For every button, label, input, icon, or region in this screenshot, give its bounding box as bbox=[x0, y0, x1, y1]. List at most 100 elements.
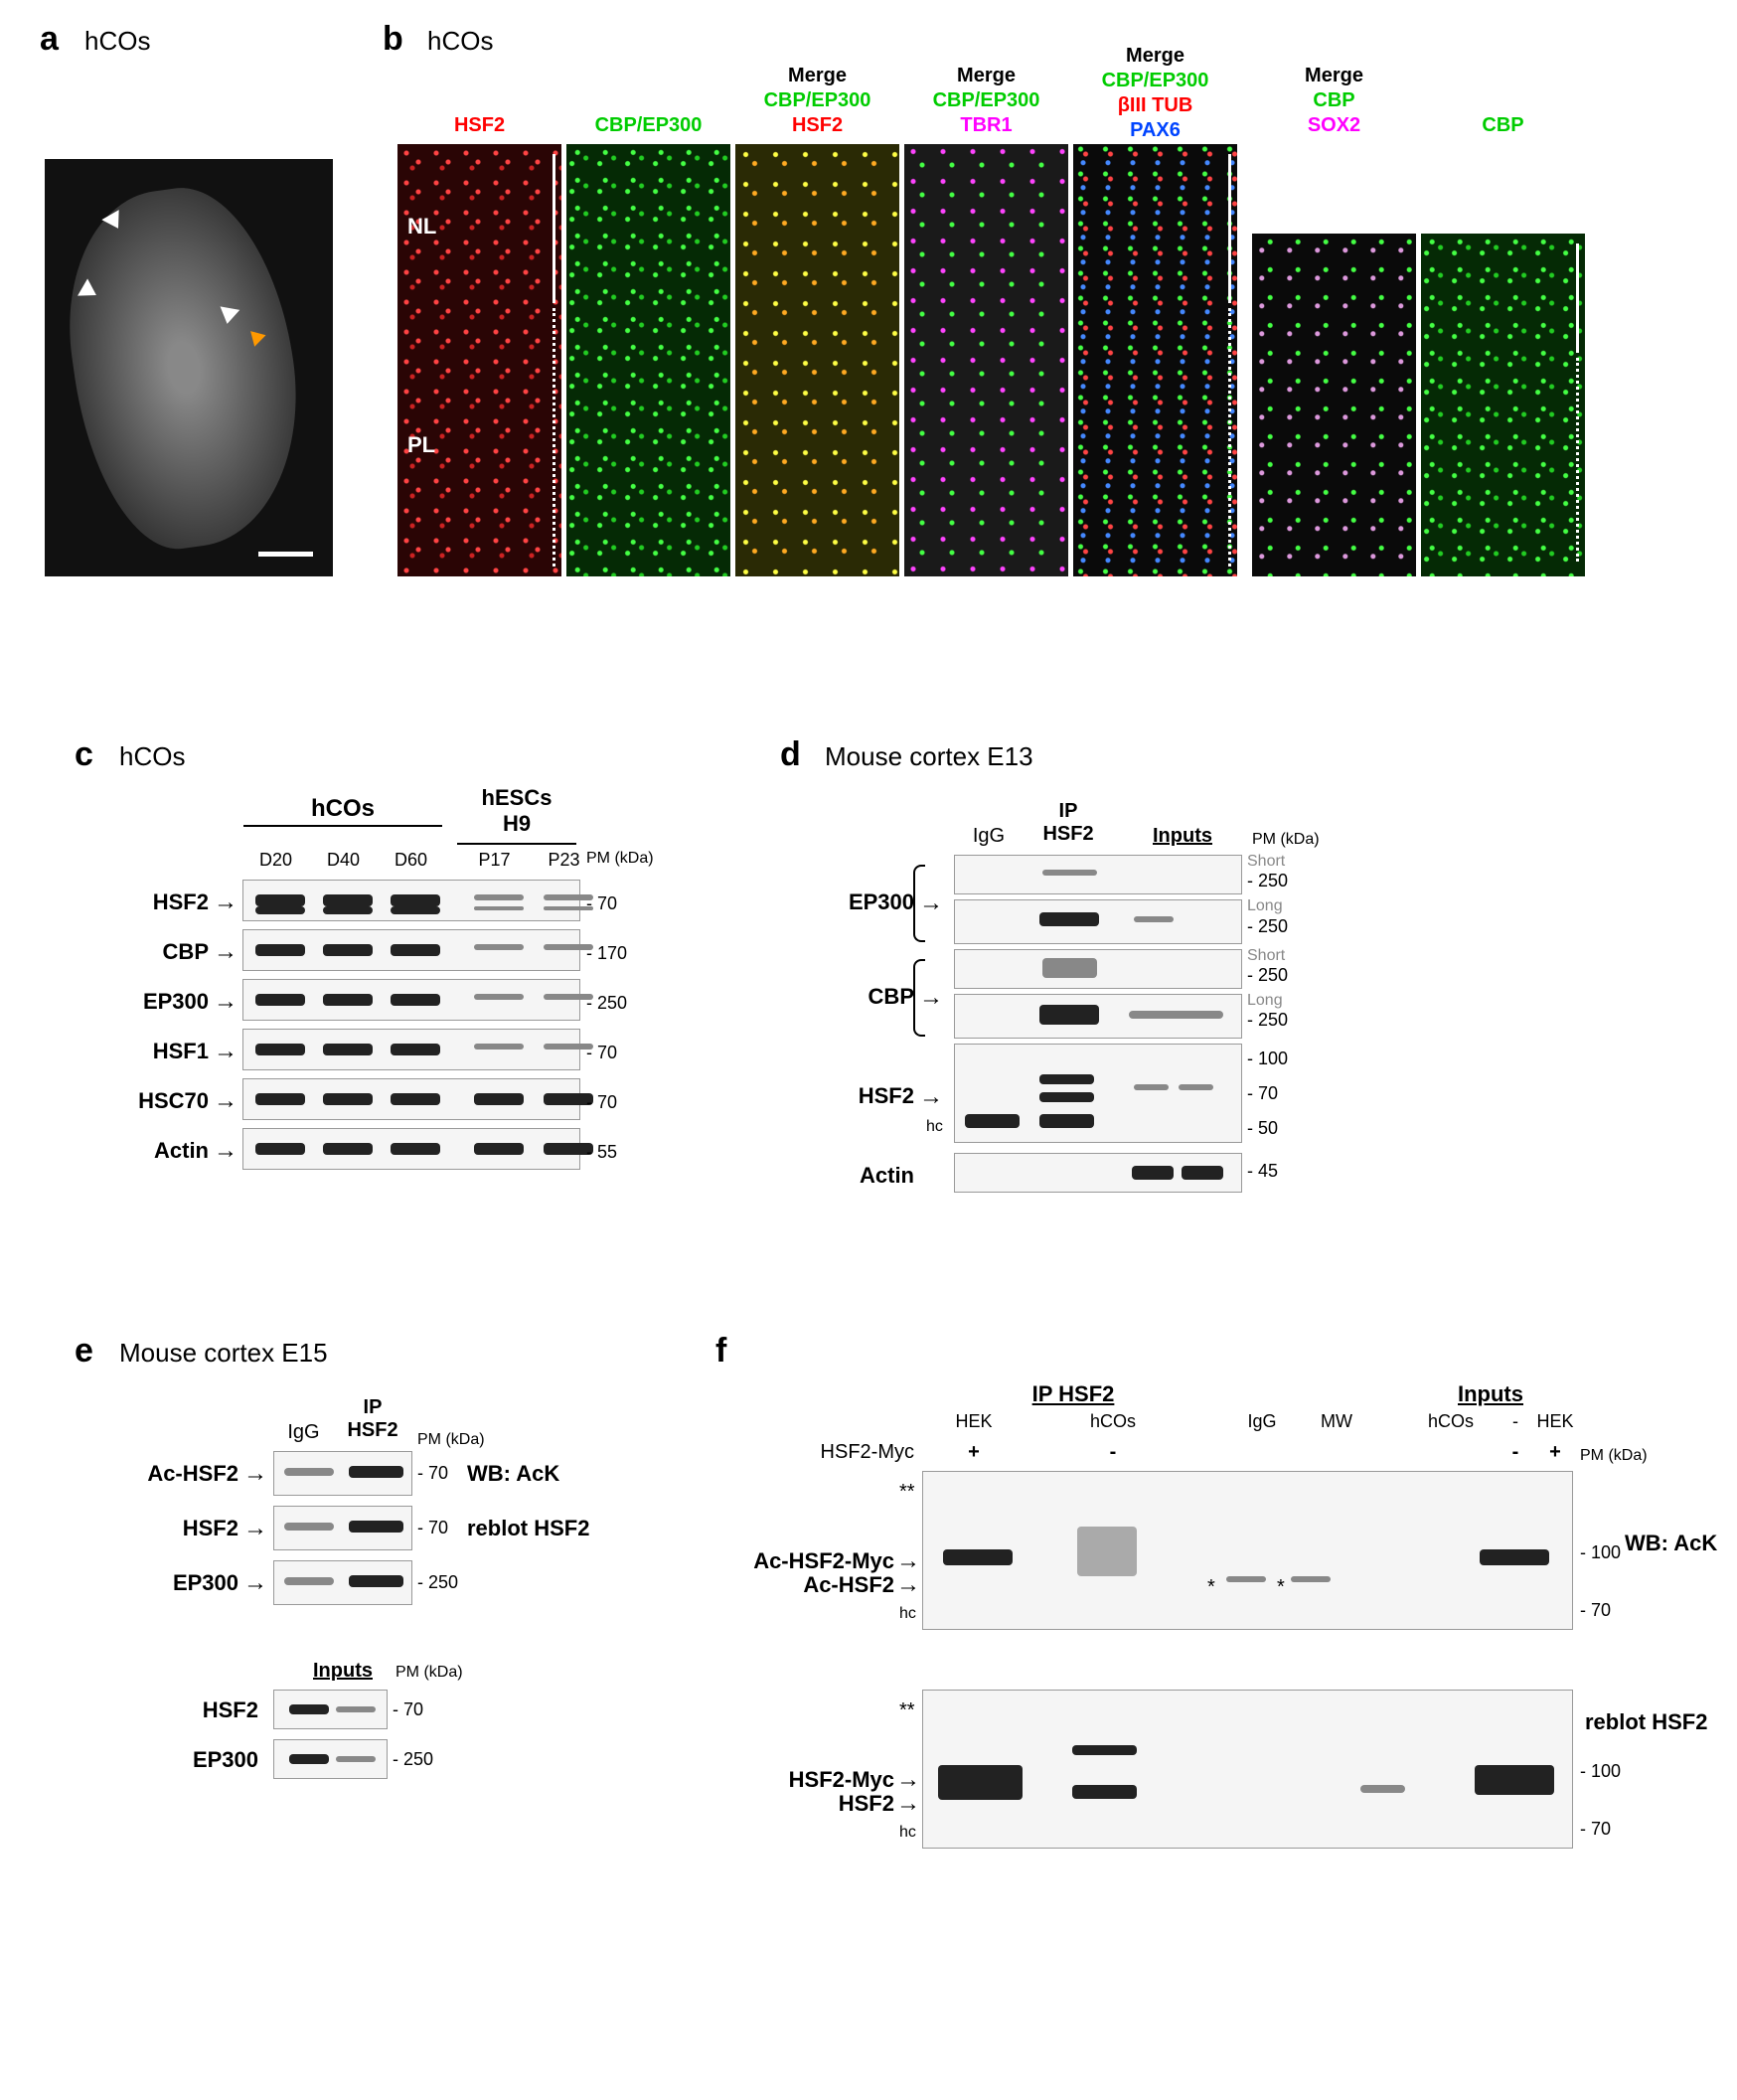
col3-l1: CBP/EP300 bbox=[735, 89, 899, 112]
c-group1: hCOs bbox=[253, 795, 432, 823]
c-row-label: Actin bbox=[99, 1138, 209, 1164]
col6-l1: CBP bbox=[1252, 89, 1416, 112]
e-blot bbox=[273, 1506, 412, 1550]
d-blot bbox=[954, 1044, 1242, 1143]
d-hsf2: HSF2 bbox=[795, 1083, 914, 1109]
c-pm: PM (kDa) bbox=[586, 850, 654, 868]
d-inputs: Inputs bbox=[1123, 825, 1242, 848]
f-mw70-2: - 70 bbox=[1580, 1819, 1611, 1840]
c-lane: D60 bbox=[384, 850, 438, 871]
c-lane: P17 bbox=[467, 850, 522, 871]
c-blot bbox=[242, 1128, 580, 1170]
c-row-label: EP300 bbox=[99, 989, 209, 1015]
col5-l1: CBP/EP300 bbox=[1073, 70, 1237, 92]
nl-label: NL bbox=[407, 214, 436, 240]
f-hsf2myc-label: HSF2-Myc bbox=[785, 1441, 914, 1464]
arrow-icon: → bbox=[214, 1137, 237, 1165]
col5-l2: βIII TUB bbox=[1073, 94, 1237, 117]
f-mw100-2: - 100 bbox=[1580, 1761, 1621, 1782]
col1-l2: HSF2 bbox=[397, 114, 561, 137]
f-mw100-1: - 100 bbox=[1580, 1542, 1621, 1563]
panel-a-letter: a bbox=[40, 20, 59, 59]
panel-e-title: Mouse cortex E15 bbox=[119, 1338, 328, 1369]
c-row-label: HSF2 bbox=[99, 889, 209, 915]
d-cbp: CBP bbox=[795, 984, 914, 1010]
e-mw: - 250 bbox=[417, 1572, 458, 1593]
panel-c-title: hCOs bbox=[119, 741, 185, 772]
f-achsf2myc: Ac-HSF2-Myc bbox=[715, 1548, 894, 1574]
col4-l1: CBP/EP300 bbox=[904, 89, 1068, 112]
d-blot bbox=[954, 994, 1242, 1039]
e-in-blot bbox=[273, 1739, 388, 1779]
d-mw250-2: - 250 bbox=[1247, 916, 1288, 937]
f-lane: IgG bbox=[1227, 1411, 1297, 1432]
e-in-label: EP300 bbox=[129, 1747, 258, 1773]
micro-col7 bbox=[1421, 234, 1585, 576]
col4-l0: Merge bbox=[904, 65, 1068, 87]
d-blot bbox=[954, 949, 1242, 989]
c-row-label: HSF1 bbox=[99, 1039, 209, 1064]
f-hc2: hc bbox=[899, 1824, 916, 1842]
arrow-icon: → bbox=[214, 1038, 237, 1065]
d-blot bbox=[954, 855, 1242, 894]
c-mw: - 70 bbox=[586, 1092, 617, 1113]
f-lane: hCOs bbox=[1416, 1411, 1486, 1432]
d-hc: hc bbox=[926, 1118, 943, 1136]
f-stars-bot: ** bbox=[899, 1699, 915, 1722]
arrow-icon: → bbox=[243, 1515, 267, 1542]
f-val: - bbox=[1078, 1441, 1148, 1464]
f-blot-bot bbox=[922, 1690, 1573, 1849]
e-note: WB: AcK bbox=[467, 1461, 646, 1487]
f-hc1: hc bbox=[899, 1605, 916, 1623]
d-igg: IgG bbox=[959, 825, 1019, 848]
micro-col1: NL PL bbox=[397, 144, 561, 576]
col2-l2: CBP/EP300 bbox=[566, 114, 730, 137]
c-mw: - 70 bbox=[586, 1043, 617, 1063]
f-lane: hCOs bbox=[1078, 1411, 1148, 1432]
col3-l2: HSF2 bbox=[735, 114, 899, 137]
f-lane: MW bbox=[1302, 1411, 1371, 1432]
c-lane: D40 bbox=[316, 850, 371, 871]
micro-col5 bbox=[1073, 144, 1237, 576]
panel-a-title: hCOs bbox=[84, 26, 150, 57]
col4-l2: TBR1 bbox=[904, 114, 1068, 137]
f-wback: WB: AcK bbox=[1625, 1531, 1734, 1556]
pl-label: PL bbox=[407, 432, 435, 458]
d-mw100: - 100 bbox=[1247, 1049, 1288, 1069]
e-row-label: EP300 bbox=[79, 1570, 238, 1596]
col5-l3: PAX6 bbox=[1073, 119, 1237, 142]
f-lane: HEK bbox=[939, 1411, 1009, 1432]
col7-l2: CBP bbox=[1421, 114, 1585, 137]
c-row-label: CBP bbox=[99, 939, 209, 965]
f-hsf2-2: HSF2 bbox=[715, 1791, 894, 1817]
d-ep300: EP300 bbox=[795, 889, 914, 915]
e-blot bbox=[273, 1560, 412, 1605]
c-row-label: HSC70 bbox=[99, 1088, 209, 1114]
f-hsf2myc2: HSF2-Myc bbox=[715, 1767, 894, 1793]
c-blot bbox=[242, 880, 580, 921]
e-note: reblot HSF2 bbox=[467, 1516, 646, 1541]
e-inputs: Inputs bbox=[293, 1660, 393, 1683]
c-blot bbox=[242, 979, 580, 1021]
e-pm2: PM (kDa) bbox=[395, 1664, 463, 1682]
d-ip: IP HSF2 bbox=[1028, 800, 1108, 846]
d-long2: Long bbox=[1247, 992, 1283, 1010]
e-row-label: HSF2 bbox=[79, 1516, 238, 1541]
f-pm: PM (kDa) bbox=[1580, 1447, 1648, 1465]
f-reblot: reblot HSF2 bbox=[1585, 1709, 1734, 1735]
f-blot-top bbox=[922, 1471, 1573, 1630]
c-mw: - 70 bbox=[586, 893, 617, 914]
d-long1: Long bbox=[1247, 897, 1283, 915]
f-achsf2: Ac-HSF2 bbox=[715, 1572, 894, 1598]
f-inputs: Inputs bbox=[1411, 1381, 1570, 1407]
c-lane: D20 bbox=[248, 850, 303, 871]
e-in-mw: - 70 bbox=[393, 1699, 423, 1720]
bracket-icon bbox=[913, 959, 925, 1037]
d-mw50: - 50 bbox=[1247, 1118, 1278, 1139]
arrow-icon: → bbox=[214, 1087, 237, 1115]
col3-l0: Merge bbox=[735, 65, 899, 87]
c-mw: - 55 bbox=[586, 1142, 617, 1163]
panel-b-title: hCOs bbox=[427, 26, 493, 57]
f-star2: * bbox=[1277, 1576, 1285, 1599]
panel-c-letter: c bbox=[75, 735, 93, 774]
